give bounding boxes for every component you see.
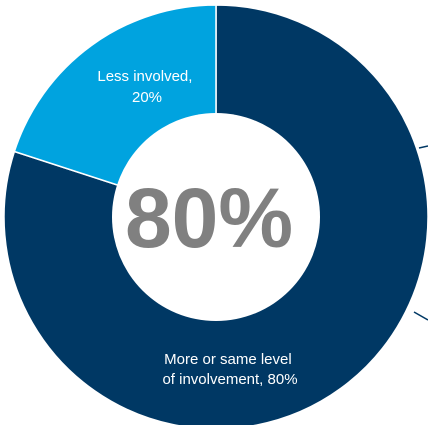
slice-label-more-or-same-line-1: More or same level (164, 351, 292, 368)
slice-label-more-or-same: More or same level of involvement, 80% (162, 351, 297, 388)
slice-label-more-or-same-line-2: of involvement, 80% (162, 371, 297, 388)
slice-label-less-involved: Less involved, 20% (97, 68, 196, 106)
center-percentage-label: 80% (125, 171, 293, 265)
leader-line-lower (413, 311, 428, 321)
slice-label-less-involved-line-1: Less involved, (97, 68, 192, 85)
donut-hole (112, 113, 320, 321)
slice-label-less-involved-line-2: 20% (132, 89, 162, 106)
leader-line-upper (418, 145, 428, 149)
